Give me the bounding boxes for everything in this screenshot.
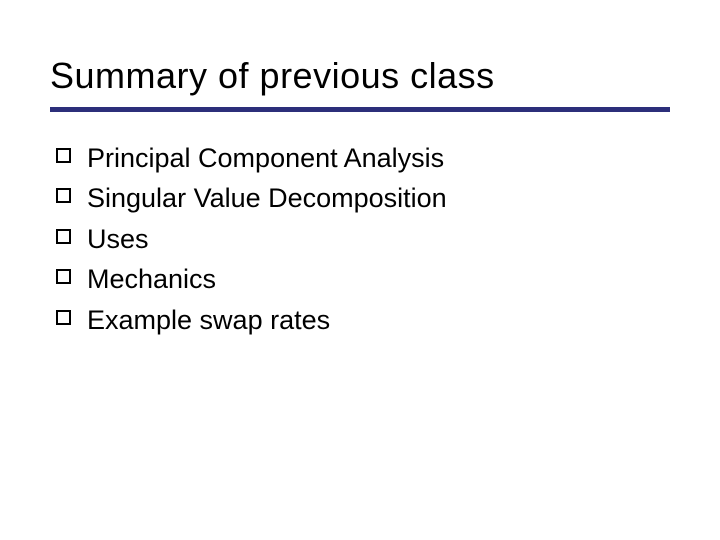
list-item: Example swap rates	[56, 302, 670, 338]
title-area: Summary of previous class	[50, 55, 670, 112]
bullet-text: Singular Value Decomposition	[87, 180, 447, 216]
list-item: Mechanics	[56, 261, 670, 297]
bullet-list: Principal Component Analysis Singular Va…	[50, 140, 670, 338]
square-bullet-icon	[56, 188, 71, 203]
square-bullet-icon	[56, 269, 71, 284]
slide-title: Summary of previous class	[50, 55, 670, 105]
title-underline	[50, 107, 670, 112]
bullet-text: Uses	[87, 221, 149, 257]
slide-container: Summary of previous class Principal Comp…	[0, 0, 720, 540]
bullet-text: Principal Component Analysis	[87, 140, 444, 176]
list-item: Principal Component Analysis	[56, 140, 670, 176]
bullet-text: Mechanics	[87, 261, 216, 297]
list-item: Uses	[56, 221, 670, 257]
list-item: Singular Value Decomposition	[56, 180, 670, 216]
square-bullet-icon	[56, 229, 71, 244]
square-bullet-icon	[56, 148, 71, 163]
bullet-text: Example swap rates	[87, 302, 330, 338]
square-bullet-icon	[56, 310, 71, 325]
